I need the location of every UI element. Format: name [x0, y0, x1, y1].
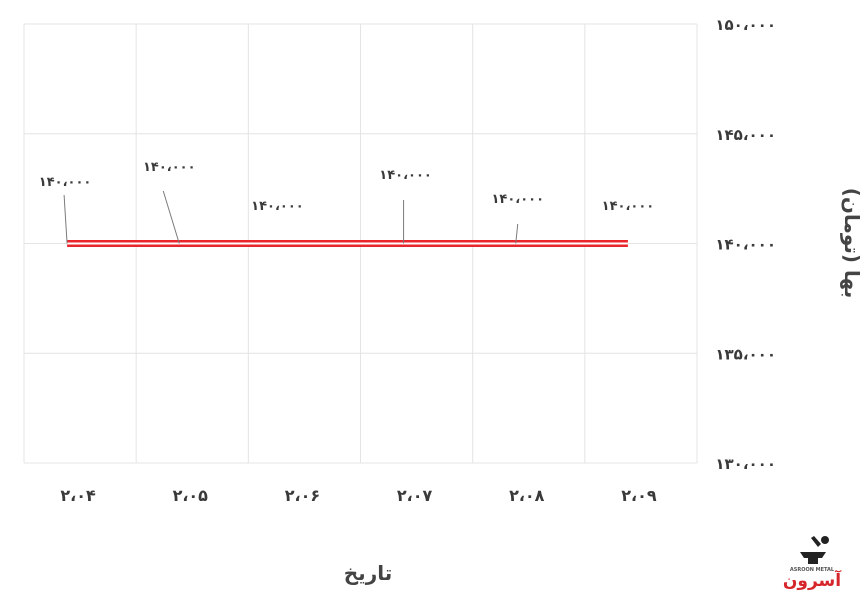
data-labels: ۱۴۰،۰۰۰ ۱۴۰،۰۰۰ ۱۴۰،۰۰۰ ۱۴۰،۰۰۰ ۱۴۰،۰۰۰ ۱۴۰،۰…	[39, 160, 654, 244]
y-axis-title: بها (تومان)	[840, 188, 860, 298]
x-tick-label: ۲،۰۷	[397, 486, 433, 505]
y-tick-label: ۱۳۰،۰۰۰	[715, 455, 776, 473]
x-tick-label: ۲،۰۹	[621, 486, 657, 505]
data-label: ۱۴۰،۰۰۰	[602, 199, 655, 214]
data-label: ۱۴۰،۰۰۰	[379, 168, 432, 183]
logo-subtext: ASROON METAL	[790, 567, 835, 573]
data-label-leader	[515, 223, 519, 244]
data-label-leader	[162, 190, 180, 244]
data-label-leader	[63, 194, 68, 244]
y-tick-label: ۱۳۵،۰۰۰	[715, 345, 776, 363]
x-tick-label: ۲،۰۴	[60, 486, 96, 505]
x-tick-label: ۲،۰۵	[173, 486, 209, 505]
x-tick-label: ۲،۰۶	[285, 486, 320, 505]
x-axis-title: تاریخ	[344, 561, 392, 585]
data-label: ۱۴۰،۰۰۰	[39, 175, 92, 190]
y-tick-label: ۱۵۰،۰۰۰	[715, 16, 776, 34]
data-label: ۱۴۰،۰۰۰	[491, 192, 544, 207]
y-tick-label: ۱۴۵،۰۰۰	[715, 126, 776, 144]
x-tick-label: ۲،۰۸	[509, 486, 545, 505]
asroon-logo: ASROON METAL آسرون	[783, 536, 842, 591]
x-axis-ticks: ۲،۰۴ ۲،۰۵ ۲،۰۶ ۲،۰۷ ۲،۰۸ ۲،۰۹	[60, 486, 656, 505]
data-label: ۱۴۰،۰۰۰	[143, 160, 196, 175]
logo-brand: آسرون	[783, 569, 842, 591]
data-label: ۱۴۰،۰۰۰	[251, 199, 304, 214]
y-tick-label: ۱۴۰،۰۰۰	[715, 236, 776, 254]
anvil-icon	[800, 536, 829, 564]
y-axis-ticks: ۱۵۰،۰۰۰ ۱۴۵،۰۰۰ ۱۴۰،۰۰۰ ۱۳۵،۰۰۰ ۱۳۰،۰۰۰	[715, 16, 776, 473]
